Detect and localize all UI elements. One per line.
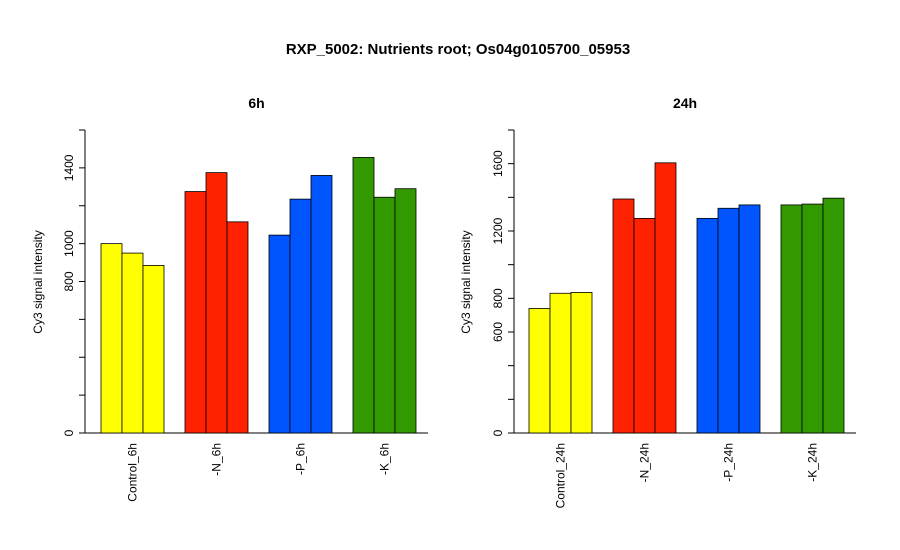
panel1-bar bbox=[654, 162, 677, 434]
panel1-category-label: -N_24h bbox=[638, 443, 652, 482]
panel1-title: 24h bbox=[673, 95, 697, 111]
panel0-bar bbox=[373, 196, 396, 434]
panel1-bar bbox=[696, 217, 719, 434]
panel0-bar bbox=[289, 198, 312, 434]
panel1-y-label: Cy3 signal intensity bbox=[459, 230, 473, 333]
panel1-category-label: Control_24h bbox=[554, 443, 568, 508]
panel0-category-label: -P_6h bbox=[294, 443, 308, 475]
panel0-bar bbox=[100, 243, 123, 434]
panel0-bar bbox=[121, 252, 144, 434]
panel0-bar bbox=[142, 265, 165, 434]
panel0-bar bbox=[268, 234, 291, 434]
panel0-category-label: -N_6h bbox=[210, 443, 224, 476]
panel1-y-tick-label: 1600 bbox=[491, 150, 505, 177]
panel0-bar bbox=[226, 221, 249, 434]
panel0-bar bbox=[310, 175, 333, 434]
panel1-category-label: -P_24h bbox=[722, 443, 736, 482]
panel0-y-tick-label: 0 bbox=[62, 429, 76, 436]
panel0-bar bbox=[184, 191, 207, 434]
panel1-bar bbox=[738, 204, 761, 434]
panel1-bar bbox=[780, 204, 803, 434]
panel1-y-tick-label: 1200 bbox=[491, 217, 505, 244]
panel1-bar bbox=[570, 292, 593, 434]
panel1-y-tick-label: 0 bbox=[491, 429, 505, 436]
figure-title: RXP_5002: Nutrients root; Os04g0105700_0… bbox=[286, 41, 630, 58]
panel1-bar bbox=[822, 197, 845, 434]
panel1-bar bbox=[549, 292, 572, 434]
panel0-title: 6h bbox=[248, 95, 264, 111]
panel0-y-tick-label: 1400 bbox=[62, 154, 76, 181]
panel0-y-tick-label: 800 bbox=[62, 271, 76, 291]
panel1-bar bbox=[801, 203, 824, 434]
panel1-bar bbox=[528, 308, 551, 434]
panel-6h: 6h 0 800 1000 1400 Cy3 signal intensity Contro… bbox=[31, 95, 428, 502]
panel1-category-label: -K_24h bbox=[806, 443, 820, 482]
panel0-bar bbox=[352, 157, 375, 434]
panel1-y-tick-label: 600 bbox=[491, 322, 505, 342]
panel0-category-label: Control_6h bbox=[126, 443, 140, 502]
panel1-bar bbox=[717, 207, 740, 434]
panel1-bar bbox=[612, 198, 635, 434]
panel0-y-tick-label: 1000 bbox=[62, 230, 76, 257]
panel0-bar bbox=[394, 188, 417, 434]
panel-24h: 24h 0 600 800 1200 1600 Cy3 signal intensity Co… bbox=[459, 95, 856, 508]
panel0-bar bbox=[205, 172, 228, 434]
panel1-y-tick-label: 800 bbox=[491, 288, 505, 308]
panel0-y-label: Cy3 signal intensity bbox=[31, 230, 45, 333]
panel0-category-label: -K_6h bbox=[378, 443, 392, 475]
panel1-bar bbox=[633, 217, 656, 434]
